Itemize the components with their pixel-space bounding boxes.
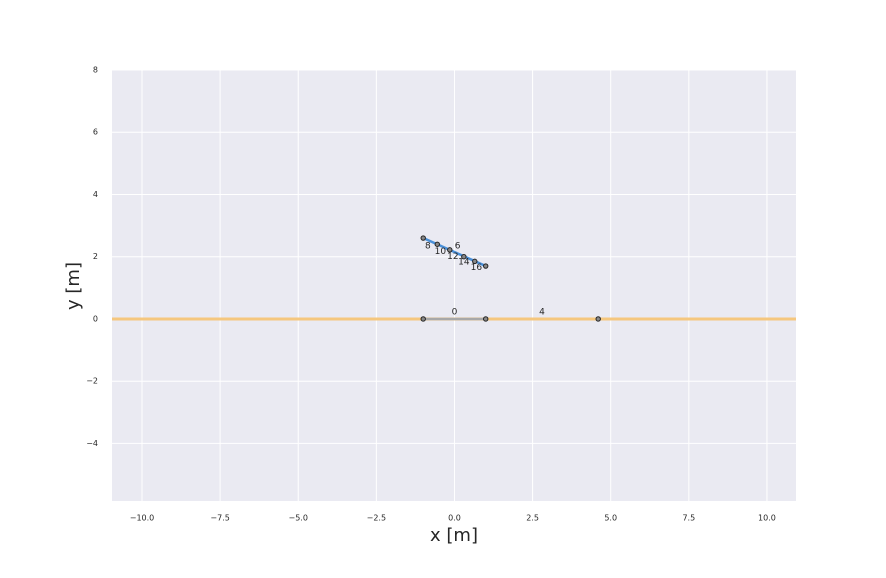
y-axis-label: y [m] (63, 262, 84, 310)
annotation: 6 (455, 241, 461, 251)
y-tick-label: −2 (86, 377, 98, 386)
joint-point (483, 263, 489, 269)
x-tick-label: 5.0 (604, 514, 617, 523)
annotation: 12 (447, 252, 458, 262)
annotation: 4 (539, 308, 545, 318)
annotation: 8 (425, 241, 431, 251)
x-tick-label: 10.0 (758, 514, 776, 523)
x-tick-label: 2.5 (526, 514, 539, 523)
joint-point (472, 258, 478, 265)
y-tick-label: 2 (93, 252, 98, 261)
y-tick-label: −4 (86, 439, 98, 448)
annotation: 14 (458, 258, 470, 268)
annotation: 10 (435, 247, 447, 257)
joint-point (483, 316, 489, 322)
x-axis-label: x [m] (430, 525, 478, 546)
joint-point (447, 247, 453, 253)
joint-point (595, 316, 601, 322)
y-tick-label: 6 (93, 128, 98, 137)
joint-point (434, 241, 440, 247)
joint-point (420, 235, 426, 241)
grid (112, 69, 796, 501)
x-tick-label: −2.5 (367, 514, 386, 523)
joint-point (461, 254, 467, 260)
x-tick-label: 7.5 (682, 514, 695, 523)
annotation: 16 (471, 263, 483, 273)
annotation: 0 (452, 308, 458, 318)
x-tick-label: −5.0 (289, 514, 308, 523)
y-tick-label: 0 (93, 314, 98, 323)
joint-point (420, 316, 426, 322)
x-tick-label: −10.0 (130, 514, 155, 523)
y-tick-label: 8 (93, 66, 98, 75)
x-tick-label: −7.5 (210, 514, 229, 523)
y-tick-label: 4 (93, 190, 98, 199)
x-tick-label: 0.0 (448, 514, 461, 523)
